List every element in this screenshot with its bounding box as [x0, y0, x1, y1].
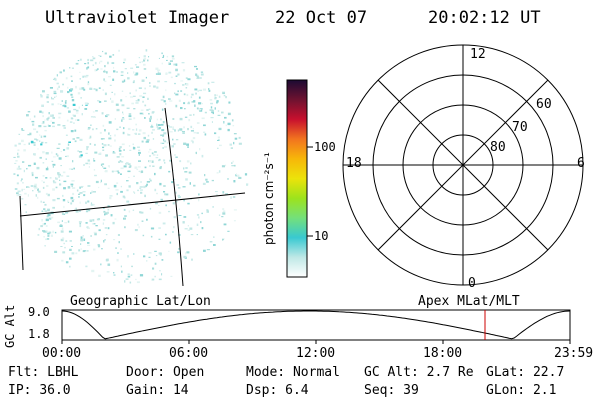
time-label: 20:02:12 UT	[428, 8, 541, 28]
colorbar-unit-label: photon cm⁻²s⁻¹	[262, 152, 276, 245]
info-flt: Flt: LBHL	[8, 365, 79, 380]
colorbar	[286, 79, 308, 278]
orbit-x-ticks	[61, 340, 571, 344]
orbit-xtick-0600: 06:00	[169, 346, 209, 361]
info-seq: Seq: 39	[364, 383, 419, 398]
mode-value: Normal	[292, 365, 340, 380]
orbit-ytick-low: 1.8	[28, 327, 50, 341]
orbit-xtick-1200: 12:00	[296, 346, 336, 361]
info-glat: GLat: 22.7	[486, 365, 565, 380]
info-glon: GLon: 2.1	[486, 383, 557, 398]
orbit-xtick-0000: 00:00	[42, 346, 82, 361]
mlat-label-60: 60	[536, 97, 552, 112]
latitude-line	[19, 192, 246, 217]
glat-value: 22.7	[532, 365, 565, 380]
door-value: Open	[172, 365, 205, 380]
orbit-xtick-2359: 23:59	[554, 346, 594, 361]
longitude-line-left	[19, 195, 24, 271]
gc-alt-value: 2.7 Re	[426, 365, 474, 380]
mlt-label-0: 0	[468, 276, 476, 291]
geographic-grid	[19, 107, 246, 287]
dsp-value: 6.4	[285, 383, 309, 398]
date-label: 22 Oct 07	[275, 8, 368, 28]
mlat-label-70: 70	[512, 120, 528, 135]
geographic-label: Geographic Lat/Lon	[70, 294, 211, 309]
seq-value: 39	[403, 383, 419, 398]
glon-value: 2.1	[532, 383, 557, 398]
info-gain: Gain: 14	[126, 383, 189, 398]
mlt-label-6: 6	[577, 156, 585, 171]
orbit-ylabel: GC Alt	[3, 304, 17, 348]
info-ip: IP: 36.0	[8, 383, 71, 398]
instrument-title: Ultraviolet Imager	[45, 8, 230, 28]
gain-value: 14	[172, 383, 189, 398]
ip-value: 36.0	[39, 383, 71, 398]
polar-plot	[342, 44, 584, 286]
info-mode: Mode: Normal	[246, 365, 340, 380]
info-gc-alt: GC Alt: 2.7 Re	[364, 365, 474, 380]
info-door: Door: Open	[126, 365, 205, 380]
orbit-xtick-1800: 18:00	[423, 346, 463, 361]
uv-image-disc	[13, 49, 249, 284]
orbit-plot-frame	[61, 309, 571, 341]
apex-label: Apex MLat/MLT	[418, 294, 520, 309]
mlt-label-12: 12	[470, 47, 486, 62]
info-dsp: Dsp: 6.4	[246, 383, 309, 398]
colorbar-label-100: 100	[314, 140, 336, 154]
polar-diagonal-2	[377, 79, 549, 251]
mlat-label-80: 80	[490, 140, 506, 155]
flt-value: LBHL	[47, 365, 79, 380]
orbit-ytick-high: 9.0	[28, 305, 50, 319]
longitude-line	[164, 107, 184, 287]
mlt-label-18: 18	[346, 156, 362, 171]
colorbar-label-10: 10	[314, 229, 329, 243]
